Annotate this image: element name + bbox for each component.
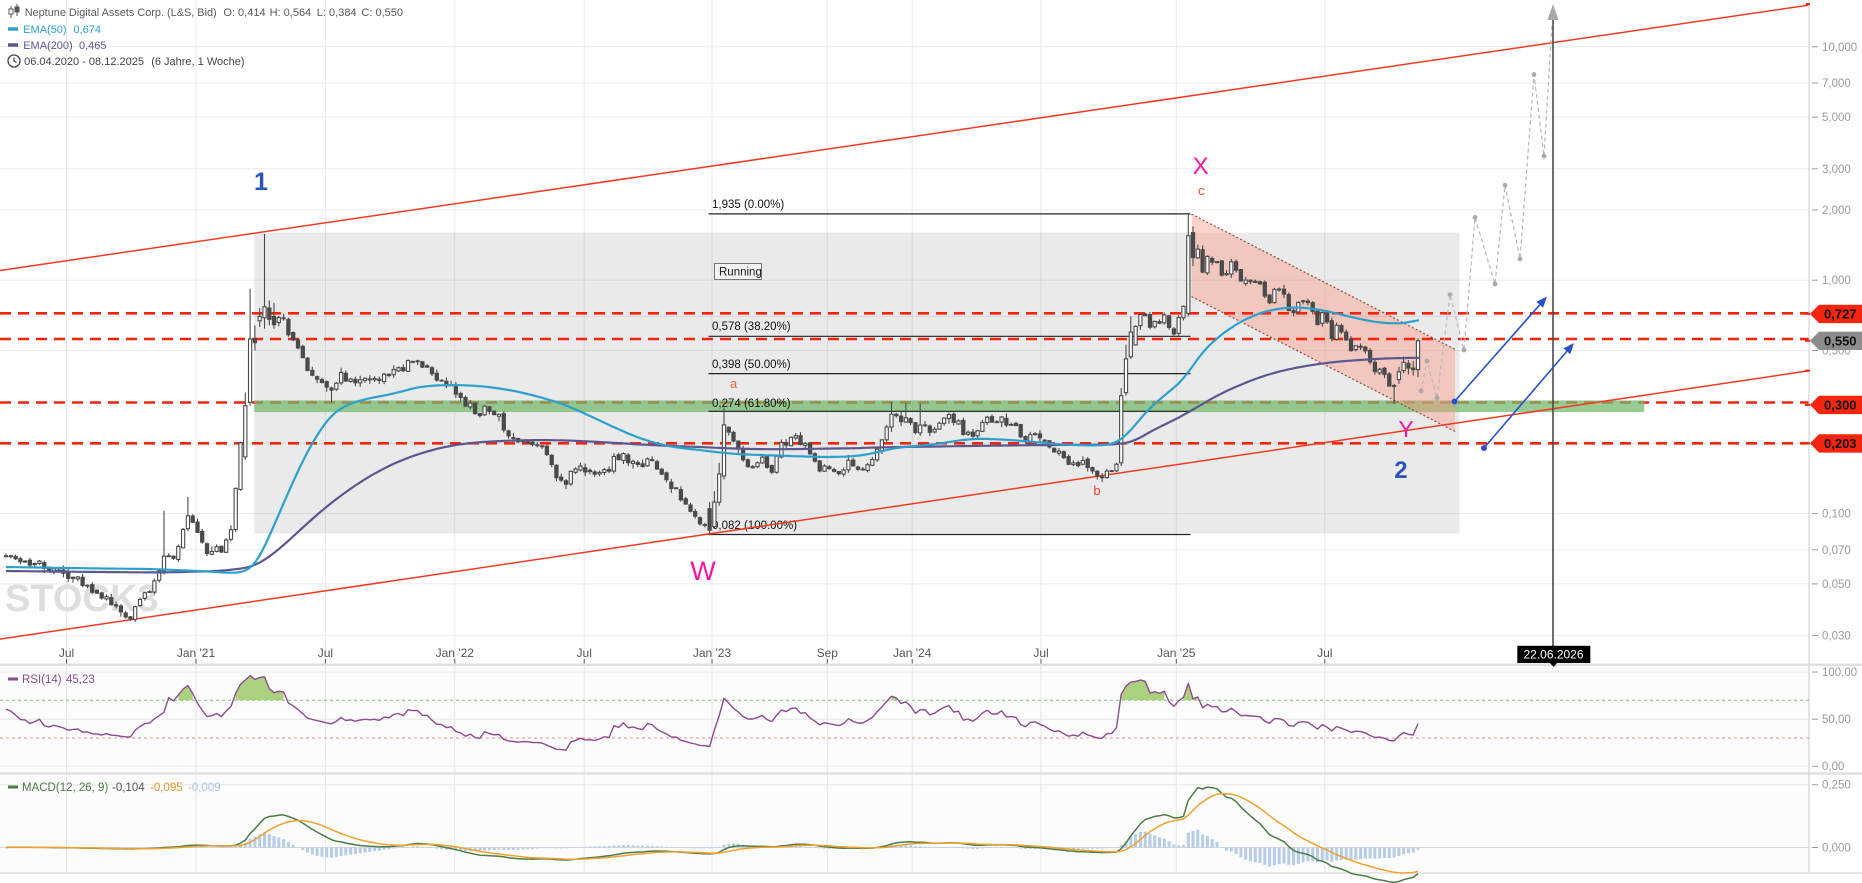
svg-text:1,935 (0.00%): 1,935 (0.00%) bbox=[712, 199, 784, 211]
svg-text:Jul: Jul bbox=[1317, 646, 1332, 660]
svg-text:0,674: 0,674 bbox=[74, 24, 102, 36]
svg-text:0,250: 0,250 bbox=[1822, 780, 1851, 792]
svg-text:3,000: 3,000 bbox=[1822, 164, 1851, 176]
svg-text:EMA(50): EMA(50) bbox=[23, 24, 66, 36]
svg-text:0,398 (50.00%): 0,398 (50.00%) bbox=[712, 359, 791, 371]
svg-text:0,030: 0,030 bbox=[1822, 631, 1851, 643]
svg-text:Jul: Jul bbox=[1033, 646, 1048, 660]
svg-text:Sep: Sep bbox=[817, 646, 839, 660]
svg-text:Jul: Jul bbox=[59, 646, 74, 660]
svg-text:MACD(12, 26, 9): MACD(12, 26, 9) bbox=[22, 782, 108, 794]
svg-text:Y: Y bbox=[1398, 416, 1413, 442]
svg-text:0,274 (61.80%): 0,274 (61.80%) bbox=[712, 398, 791, 410]
svg-text:0,082 (100.00%): 0,082 (100.00%) bbox=[712, 520, 797, 532]
svg-text:0,203: 0,203 bbox=[1824, 436, 1857, 451]
svg-text:50,00: 50,00 bbox=[1822, 714, 1851, 726]
svg-text:0,070: 0,070 bbox=[1822, 545, 1851, 557]
svg-text:X: X bbox=[1193, 153, 1209, 180]
svg-text:5,000: 5,000 bbox=[1822, 112, 1851, 124]
svg-text:10,000: 10,000 bbox=[1822, 42, 1857, 54]
svg-text:Neptune Digital Assets Corp. (: Neptune Digital Assets Corp. (L&S, Bid) bbox=[25, 7, 217, 19]
svg-text:-0,104: -0,104 bbox=[112, 782, 145, 794]
svg-text:O: 0,414: O: 0,414 bbox=[223, 7, 265, 19]
svg-text:1,000: 1,000 bbox=[1822, 275, 1851, 287]
svg-text:0,000: 0,000 bbox=[1822, 843, 1851, 855]
svg-text:2: 2 bbox=[1394, 457, 1407, 484]
svg-text:RSI(14): RSI(14) bbox=[22, 674, 62, 686]
svg-text:Jan '22: Jan '22 bbox=[436, 646, 475, 660]
svg-text:0,100: 0,100 bbox=[1822, 509, 1851, 521]
svg-text:C: 0,550: C: 0,550 bbox=[361, 7, 403, 19]
svg-text:Running: Running bbox=[719, 267, 762, 279]
svg-text:EMA(200): EMA(200) bbox=[23, 40, 73, 52]
svg-text:0,465: 0,465 bbox=[79, 40, 107, 52]
svg-text:H: 0,564: H: 0,564 bbox=[270, 7, 312, 19]
svg-text:06.04.2020 - 08.12.2025: 06.04.2020 - 08.12.2025 bbox=[24, 56, 144, 68]
svg-text:0,727: 0,727 bbox=[1824, 306, 1857, 321]
svg-text:0,050: 0,050 bbox=[1822, 579, 1851, 591]
svg-text:Jan '24: Jan '24 bbox=[893, 646, 932, 660]
svg-text:L: 0,384: L: 0,384 bbox=[317, 7, 357, 19]
svg-text:0,300: 0,300 bbox=[1824, 397, 1857, 412]
svg-text:7,000: 7,000 bbox=[1822, 78, 1851, 90]
svg-text:c: c bbox=[1198, 183, 1205, 198]
svg-text:0,550: 0,550 bbox=[1824, 333, 1857, 348]
svg-text:45,23: 45,23 bbox=[66, 674, 95, 686]
svg-text:-0,095: -0,095 bbox=[150, 782, 183, 794]
svg-text:100,00: 100,00 bbox=[1822, 667, 1857, 679]
svg-text:2,000: 2,000 bbox=[1822, 205, 1851, 217]
svg-text:0,578 (38.20%): 0,578 (38.20%) bbox=[712, 321, 791, 333]
svg-text:Jan '25: Jan '25 bbox=[1157, 646, 1196, 660]
svg-text:W: W bbox=[690, 556, 716, 586]
svg-text:b: b bbox=[1093, 483, 1100, 498]
svg-text:Jan '23: Jan '23 bbox=[693, 646, 732, 660]
svg-text:22.06.2026: 22.06.2026 bbox=[1523, 648, 1583, 662]
svg-text:(6 Jahre, 1 Woche): (6 Jahre, 1 Woche) bbox=[151, 56, 244, 68]
svg-text:0,00: 0,00 bbox=[1822, 761, 1844, 773]
svg-text:Jan '21: Jan '21 bbox=[177, 646, 216, 660]
svg-text:1: 1 bbox=[254, 168, 268, 196]
svg-text:Jul: Jul bbox=[577, 646, 592, 660]
svg-text:-0,009: -0,009 bbox=[188, 782, 221, 794]
svg-text:a: a bbox=[730, 376, 738, 391]
svg-text:Jul: Jul bbox=[318, 646, 333, 660]
